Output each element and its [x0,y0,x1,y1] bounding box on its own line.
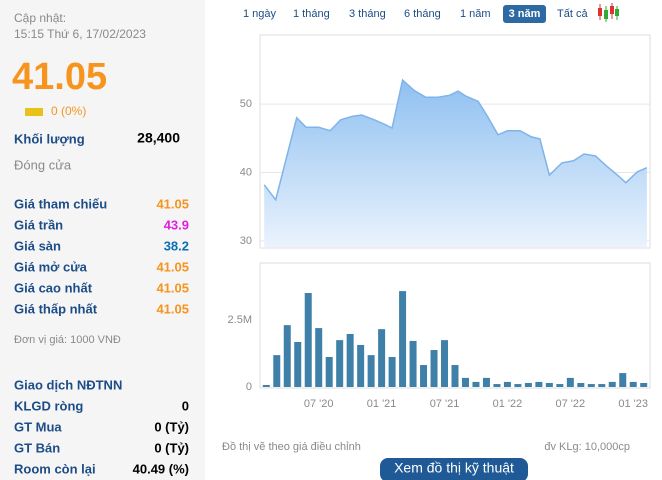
y-tick-label: 2.5M [228,314,252,326]
row-value: 41.05 [156,301,189,316]
bar [587,384,595,387]
bar [367,355,375,387]
row-label: Giá sàn [14,238,61,253]
bar [577,382,585,387]
y-tick-label: 50 [240,98,252,110]
foreign-title: Giao dịch NĐTNN [14,377,122,392]
y-tick-label: 40 [240,166,252,178]
row-label: Giá mở cửa [14,259,88,274]
range-button[interactable]: 1 ngày [243,8,277,20]
bar [325,357,333,387]
bar [378,329,386,387]
bar [619,373,627,387]
foreign-label: Room còn lại [14,461,96,476]
foreign-value: 40.49 (%) [133,461,189,476]
range-button-bg[interactable] [503,5,546,23]
range-button[interactable]: 1 tháng [293,8,330,20]
row-value: 41.05 [156,259,189,274]
status: Đóng cửa [14,157,72,172]
foreign-value: 0 [182,398,189,413]
x-tick-label: 07 '20 [304,398,334,410]
bar [556,384,564,387]
bar [409,340,417,387]
bar [608,381,616,387]
row-label: Giá tham chiếu [14,196,107,211]
bar [441,340,449,387]
row-value: 41.05 [156,196,189,211]
foreign-label: KLGD ròng [14,398,83,413]
footer-note: Đồ thị vẽ theo giá điều chỉnh [222,441,361,453]
x-tick-label: 01 '23 [618,398,648,410]
plot-frame [259,262,651,389]
range-button[interactable]: 6 tháng [404,8,441,20]
unchanged-icon [25,108,43,116]
bar [315,328,323,387]
row-value: 43.9 [164,217,189,232]
x-tick-label: 01 '22 [493,398,523,410]
row-label: Giá trần [14,217,63,232]
row-value: 38.2 [164,238,189,253]
technical-chart-button-text[interactable]: Xem đồ thị kỹ thuật [394,460,514,476]
bar [262,384,270,387]
bar [388,357,396,387]
range-button[interactable]: 3 năm [509,8,541,20]
bar [493,384,501,387]
volume-value: 28,400 [137,130,180,146]
technical-chart-button[interactable] [380,458,528,480]
bar [451,365,459,387]
bar [514,384,522,387]
foreign-label: GT Bán [14,440,60,455]
bar [294,342,302,387]
bar [598,384,606,387]
bar [304,292,312,387]
updated-label: Cập nhật: [14,11,66,25]
foreign-value: 0 (Tỷ) [154,419,189,434]
left-panel [0,0,205,480]
footer-unit: đv KLg: 10,000cp [544,441,630,453]
bar [357,344,365,387]
row-value: 41.05 [156,280,189,295]
plot-frame [259,34,651,249]
bar [430,350,438,387]
foreign-value: 0 (Tỷ) [154,440,189,455]
bar [420,365,428,387]
bar [461,377,469,387]
range-button[interactable]: Tất cả [557,8,588,20]
bar [566,377,574,387]
bar [545,382,553,387]
change: 0 (0%) [51,104,86,118]
updated-time: 15:15 Thứ 6, 17/02/2023 [14,27,146,41]
bar [399,291,407,387]
row-label: Giá cao nhất [14,280,93,295]
x-tick-label: 07 '22 [556,398,586,410]
price: 41.05 [12,56,107,98]
bar [524,382,532,387]
bar [629,381,637,387]
bar [273,355,281,387]
bar [472,381,480,387]
y-tick-label: 30 [240,235,252,247]
x-tick-label: 07 '21 [430,398,460,410]
bar [640,382,648,387]
candle-icon [598,3,619,22]
bar [482,377,490,387]
range-button[interactable]: 1 năm [460,8,491,20]
area [264,80,647,247]
x-tick-label: 01 '21 [367,398,397,410]
y-tick-label: 0 [246,381,252,393]
bar [346,333,354,387]
foreign-label: GT Mua [14,419,62,434]
bar [535,381,543,387]
volume-label: Khối lượng [14,131,85,146]
row-label: Giá thấp nhất [14,301,98,316]
range-button[interactable]: 3 tháng [349,8,386,20]
bar [503,381,511,387]
bar [283,325,291,387]
unit-note: Đơn vị giá: 1000 VNĐ [14,334,121,346]
line [263,78,648,202]
bar [336,340,344,387]
